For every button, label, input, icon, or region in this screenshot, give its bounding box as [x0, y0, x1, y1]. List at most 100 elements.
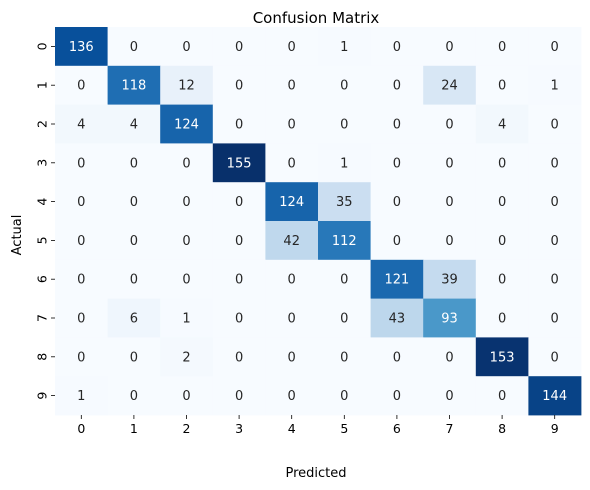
- cell-value-label-3-0: 0: [77, 156, 85, 171]
- cell-value-label-4-2: 0: [182, 195, 190, 210]
- heatmap-cell-3-1: [107, 143, 161, 183]
- cell-value-label-3-8: 0: [498, 156, 506, 171]
- heatmap-cell-0-9: [528, 27, 582, 67]
- heatmap-cell-4-2: [160, 182, 214, 222]
- heatmap-cell-7-0: [55, 298, 108, 338]
- heatmap-cell-6-1: [107, 259, 161, 299]
- heatmap-cell-2-6: [370, 104, 424, 144]
- cell-value-label-6-6: 121: [384, 273, 409, 288]
- cell-value-label-5-6: 0: [393, 234, 401, 249]
- heatmap-cell-7-6: [370, 298, 424, 338]
- heatmap-cell-1-9: [528, 65, 582, 105]
- heatmap-cell-8-1: [107, 337, 161, 377]
- heatmap-cell-0-3: [212, 27, 266, 67]
- heatmap-cell-labels: 136 0 0 0 0 1 0 0 0 00 118 12 0 0 0 0 24 0 14 4 124 0 0 0 0 0 4 00 0…: [69, 40, 567, 404]
- heatmap-cell-1-4: [265, 65, 319, 105]
- cell-value-label-2-3: 0: [235, 118, 243, 133]
- cell-value-label-7-4: 0: [288, 312, 296, 327]
- heatmap-cell-9-3: [212, 376, 266, 416]
- cell-value-label-7-8: 0: [498, 312, 506, 327]
- cell-value-label-6-8: 0: [498, 273, 506, 288]
- cell-value-label-6-3: 0: [235, 273, 243, 288]
- heatmap-cell-6-6: [370, 259, 424, 299]
- heatmap-cell-9-5: [318, 376, 371, 416]
- heatmap-cell-2-7: [423, 104, 477, 144]
- heatmap-cell-4-7: [423, 182, 477, 222]
- cell-value-label-1-9: 1: [551, 79, 559, 94]
- chart-title: Confusion Matrix: [253, 9, 380, 27]
- cell-value-label-9-0: 1: [77, 389, 85, 404]
- cell-value-label-8-5: 0: [340, 350, 348, 365]
- y-tick-label-7: 7: [35, 314, 50, 322]
- cell-value-label-8-4: 0: [288, 350, 296, 365]
- cell-value-label-8-1: 0: [130, 350, 138, 365]
- heatmap-cell-2-4: [265, 104, 319, 144]
- cell-value-label-3-5: 1: [340, 156, 348, 171]
- cell-value-label-3-6: 0: [393, 156, 401, 171]
- cell-value-label-8-2: 2: [182, 350, 190, 365]
- cell-value-label-8-0: 0: [77, 350, 85, 365]
- heatmap-cell-5-7: [423, 221, 477, 261]
- cell-value-label-2-2: 124: [174, 118, 199, 133]
- heatmap-cell-0-5: [318, 27, 371, 67]
- cell-value-label-7-3: 0: [235, 312, 243, 327]
- cell-value-label-3-4: 0: [288, 156, 296, 171]
- heatmap-cell-1-0: [55, 65, 108, 105]
- cell-value-label-0-6: 0: [393, 40, 401, 55]
- heatmap-cell-1-2: [160, 65, 214, 105]
- cell-value-label-6-4: 0: [288, 273, 296, 288]
- heatmap-cell-0-4: [265, 27, 319, 67]
- cell-value-label-4-6: 0: [393, 195, 401, 210]
- cell-value-label-2-7: 0: [445, 118, 453, 133]
- cell-value-label-4-5: 35: [336, 195, 353, 210]
- heatmap-cell-8-4: [265, 337, 319, 377]
- cell-value-label-9-9: 144: [542, 389, 567, 404]
- cell-value-label-1-4: 0: [288, 79, 296, 94]
- cell-value-label-8-8: 153: [490, 350, 515, 365]
- cell-value-label-1-7: 24: [441, 79, 458, 94]
- heatmap-cells: [55, 27, 582, 416]
- heatmap-cell-4-6: [370, 182, 424, 222]
- heatmap-cell-1-3: [212, 65, 266, 105]
- heatmap-cell-6-3: [212, 259, 266, 299]
- cell-value-label-1-5: 0: [340, 79, 348, 94]
- heatmap-cell-6-2: [160, 259, 214, 299]
- heatmap-cell-7-8: [475, 298, 529, 338]
- cell-value-label-4-3: 0: [235, 195, 243, 210]
- cell-value-label-2-9: 0: [551, 118, 559, 133]
- cell-value-label-2-4: 0: [288, 118, 296, 133]
- cell-value-label-9-2: 0: [182, 389, 190, 404]
- heatmap-cell-8-8: [475, 337, 529, 377]
- cell-value-label-4-4: 124: [279, 195, 304, 210]
- heatmap-cell-1-6: [370, 65, 424, 105]
- y-axis-label: Actual: [10, 215, 25, 256]
- heatmap-cell-2-8: [475, 104, 529, 144]
- heatmap-cell-4-8: [475, 182, 529, 222]
- cell-value-label-7-7: 93: [441, 312, 458, 327]
- x-tick-label-1: 1: [130, 421, 138, 436]
- y-tick-label-2: 2: [35, 120, 50, 128]
- y-tick-label-4: 4: [35, 198, 50, 206]
- heatmap-cell-4-1: [107, 182, 161, 222]
- heatmap-cell-7-9: [528, 298, 582, 338]
- cell-value-label-0-5: 1: [340, 40, 348, 55]
- cell-value-label-7-6: 43: [389, 312, 406, 327]
- cell-value-label-7-1: 6: [130, 312, 138, 327]
- heatmap-cell-9-4: [265, 376, 319, 416]
- cell-value-label-5-3: 0: [235, 234, 243, 249]
- y-tick-label-8: 8: [35, 353, 50, 361]
- cell-value-label-7-2: 1: [182, 312, 190, 327]
- cell-value-label-2-1: 4: [130, 118, 138, 133]
- heatmap-cell-0-6: [370, 27, 424, 67]
- cell-value-label-1-2: 12: [178, 79, 195, 94]
- cell-value-label-1-6: 0: [393, 79, 401, 94]
- x-tick-label-3: 3: [235, 421, 243, 436]
- heatmap-cell-7-3: [212, 298, 266, 338]
- cell-value-label-6-0: 0: [77, 273, 85, 288]
- cell-value-label-0-7: 0: [445, 40, 453, 55]
- cell-value-label-3-9: 0: [551, 156, 559, 171]
- cell-value-label-0-2: 0: [182, 40, 190, 55]
- heatmap-cell-7-5: [318, 298, 371, 338]
- cell-value-label-3-2: 0: [182, 156, 190, 171]
